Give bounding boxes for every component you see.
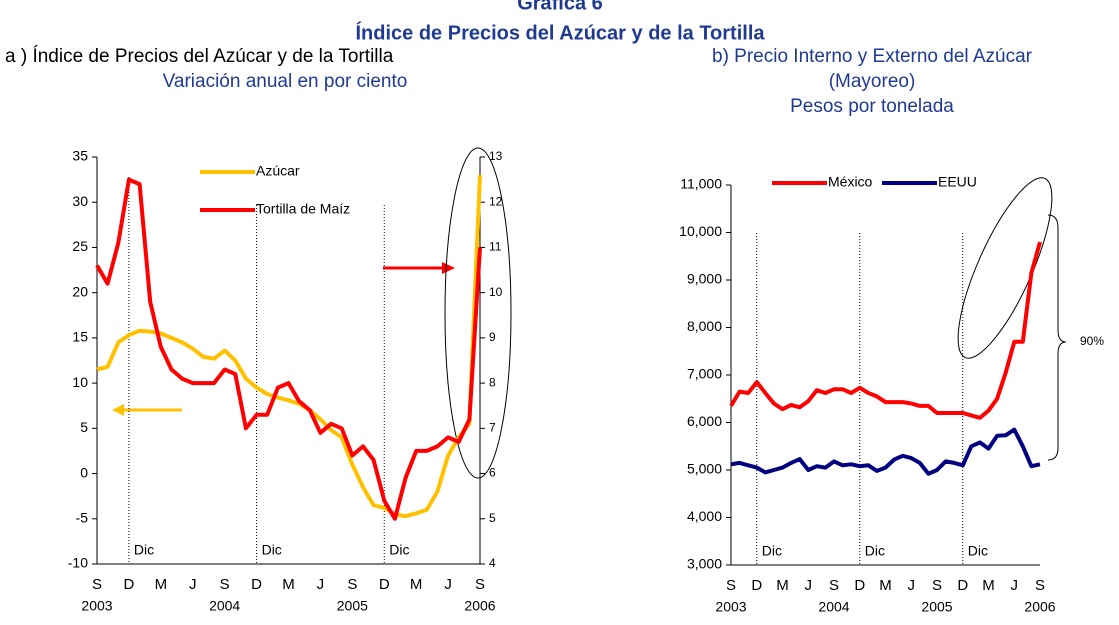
y-tick-label: 0 [80,464,88,480]
x-year-label: 2006 [464,598,495,614]
annotation: Dic [262,542,282,558]
x-year-label: 2006 [1024,599,1055,615]
x-tick-label: J [189,576,197,593]
chart-unit: Pesos por tonelada [790,96,954,117]
x-tick-label: J [805,577,813,594]
y-tick-label: 10 [72,374,88,390]
annotation: Dic [134,542,154,558]
y-tick-label: 7,000 [687,366,722,382]
y-tick-label: 10,000 [679,223,722,239]
y-tick-label: 35 [72,148,88,164]
x-tick-label: J [908,577,916,594]
y2-tick-label: 5 [489,511,496,525]
y-tick-label: 8,000 [687,318,722,334]
y-tick-label: 6,000 [687,413,722,429]
chart-subtitle: Variación anual en por ciento [163,71,408,92]
x-tick-label: D [751,577,762,594]
x-year-label: 2004 [818,599,849,615]
y-tick-label: 5,000 [687,461,722,477]
x-tick-label: D [854,577,865,594]
highlight-ellipse [444,147,512,479]
x-tick-label: M [879,577,892,594]
y-tick-label: 9,000 [687,271,722,287]
x-tick-label: J [444,576,452,593]
chart-subtitle: (Mayoreo) [829,71,916,92]
x-year-label: 2003 [81,598,112,614]
x-year-label: 2003 [715,599,746,615]
y2-tick-label: 10 [489,285,503,299]
bracket-label: 90% [1080,334,1104,348]
x-tick-label: D [957,577,968,594]
y2-tick-label: 11 [489,240,502,254]
x-tick-label: S [92,576,102,593]
figure-label: Gráfica 6 [517,0,603,14]
x-tick-label: M [282,576,295,593]
x-tick-label: D [123,576,134,593]
y-tick-label: -5 [76,509,89,525]
x-tick-label: M [982,577,995,594]
y-tick-label: 25 [72,238,88,254]
x-tick-label: S [220,576,230,593]
x-tick-label: J [1011,577,1019,594]
series-line [730,427,1041,476]
y2-tick-label: 8 [489,375,496,389]
y-tick-label: 4,000 [687,508,722,524]
x-tick-label: M [410,576,423,593]
y-tick-label: 30 [72,193,88,209]
x-tick-label: S [932,577,942,594]
y-tick-label: 11,000 [680,176,722,192]
arrow-head [442,262,455,274]
y-tick-label: 3,000 [687,556,722,572]
legend-label: EEUU [938,174,977,190]
legend-label: Tortilla de Maíz [256,201,350,217]
y-tick-label: -10 [68,555,88,571]
y2-tick-label: 6 [489,466,496,480]
legend-label: México [828,174,873,190]
annotation: Dic [389,542,409,558]
arrow-head [112,404,124,416]
series-line [96,175,482,519]
y-tick-label: 15 [72,329,88,345]
x-year-label: 2005 [921,599,952,615]
x-tick-label: S [726,577,736,594]
x-tick-label: D [379,576,390,593]
y-tick-label: 5 [80,419,88,435]
highlight-ellipse [957,177,1053,359]
x-tick-label: S [347,576,357,593]
x-tick-label: J [317,576,325,593]
x-tick-label: M [776,577,789,594]
y2-tick-label: 9 [489,330,496,344]
bracket [1047,214,1067,461]
x-tick-label: D [251,576,262,593]
y-tick-label: 20 [72,283,88,299]
y2-tick-label: 13 [489,149,503,163]
chart-title: b) Precio Interno y Externo del Azúcar [712,46,1033,67]
x-year-label: 2005 [337,598,368,614]
main-title: Índice de Precios del Azúcar y de la Tor… [355,21,765,44]
annotation: Dic [968,543,988,559]
legend-label: Azúcar [256,163,300,179]
x-tick-label: S [475,576,485,593]
annotation: Dic [865,543,885,559]
series-line [729,241,1042,420]
annotation: Dic [762,543,782,559]
x-tick-label: S [829,577,839,594]
x-year-label: 2004 [209,598,240,614]
y2-tick-label: 7 [489,421,496,435]
series-line [95,177,482,521]
x-tick-label: M [155,576,168,593]
y2-tick-label: 12 [489,194,503,208]
chart-title: a ) Índice de Precios del Azúcar y de la… [5,46,394,67]
x-tick-label: S [1035,577,1045,594]
y2-tick-label: 4 [489,556,496,570]
